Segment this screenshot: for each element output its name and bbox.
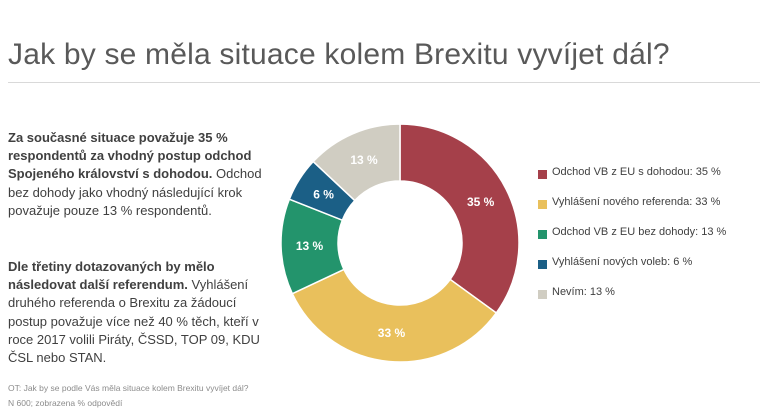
summary-paragraph-2: Dle třetiny dotazovaných by mělo následo… bbox=[8, 258, 270, 367]
legend-label-5: Nevím: 13 % bbox=[552, 286, 615, 298]
legend-swatch-4 bbox=[538, 260, 547, 269]
donut-label-5: 13 % bbox=[350, 153, 378, 167]
donut-label-1: 35 % bbox=[467, 195, 495, 209]
chart-legend: Odchod VB z EU s dohodou: 35 % Vyhlášení… bbox=[538, 166, 763, 316]
donut-slice-2 bbox=[291, 268, 498, 363]
legend-item-2: Vyhlášení nového referenda: 33 % bbox=[538, 196, 763, 226]
page-title: Jak by se měla situace kolem Brexitu vyv… bbox=[8, 38, 670, 71]
donut-slice-1 bbox=[399, 123, 520, 314]
legend-label-3: Odchod VB z EU bez dohody: 13 % bbox=[552, 226, 727, 238]
donut-chart: 35 % 33 % 13 % 6 % 13 % bbox=[280, 123, 520, 363]
legend-label-2: Vyhlášení nového referenda: 33 % bbox=[552, 196, 721, 208]
summary-2-bold: Dle třetiny dotazovaných by mělo následo… bbox=[8, 259, 215, 293]
legend-label-4: Vyhlášení nových voleb: 6 % bbox=[552, 256, 693, 268]
legend-item-4: Vyhlášení nových voleb: 6 % bbox=[538, 256, 763, 286]
legend-label-1: Odchod VB z EU s dohodou: 35 % bbox=[552, 166, 721, 178]
donut-slice-5 bbox=[312, 123, 401, 202]
legend-item-5: Nevím: 13 % bbox=[538, 286, 763, 316]
summary-1-text: Odchod bez dohody jako vhodný následujíc… bbox=[8, 166, 262, 218]
legend-swatch-2 bbox=[538, 200, 547, 209]
summary-1-bold: Za současné situace považuje 35 % respon… bbox=[8, 130, 252, 182]
legend-item-3: Odchod VB z EU bez dohody: 13 % bbox=[538, 226, 763, 256]
donut-label-3: 13 % bbox=[296, 239, 324, 253]
footnote-sample: N 600; zobrazena % odpovědí bbox=[8, 398, 123, 408]
summary-paragraph-1: Za současné situace považuje 35 % respon… bbox=[8, 129, 270, 220]
title-divider bbox=[8, 82, 760, 83]
footnote-question: OT: Jak by se podle Vás měla situace kol… bbox=[8, 383, 249, 393]
legend-item-1: Odchod VB z EU s dohodou: 35 % bbox=[538, 166, 763, 196]
legend-swatch-1 bbox=[538, 170, 547, 179]
legend-swatch-5 bbox=[538, 290, 547, 299]
summary-2-text: Vyhlášení druhého referenda o Brexitu za… bbox=[8, 277, 260, 366]
donut-label-4: 6 % bbox=[313, 188, 334, 202]
donut-label-2: 33 % bbox=[378, 326, 406, 340]
legend-swatch-3 bbox=[538, 230, 547, 239]
